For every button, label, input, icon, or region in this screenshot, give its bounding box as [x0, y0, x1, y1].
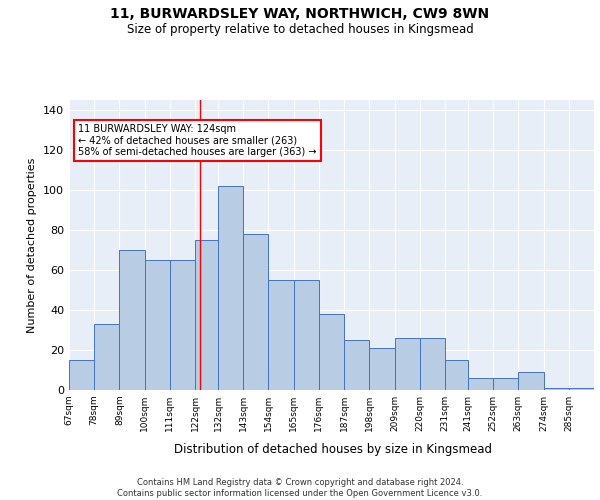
Text: 11 BURWARDSLEY WAY: 124sqm
← 42% of detached houses are smaller (263)
58% of sem: 11 BURWARDSLEY WAY: 124sqm ← 42% of deta…	[78, 124, 317, 157]
Bar	[145, 260, 170, 390]
Text: 11, BURWARDSLEY WAY, NORTHWICH, CW9 8WN: 11, BURWARDSLEY WAY, NORTHWICH, CW9 8WN	[110, 8, 490, 22]
Bar	[319, 314, 344, 390]
Bar	[445, 360, 468, 390]
Text: Contains HM Land Registry data © Crown copyright and database right 2024.
Contai: Contains HM Land Registry data © Crown c…	[118, 478, 482, 498]
Text: Size of property relative to detached houses in Kingsmead: Size of property relative to detached ho…	[127, 22, 473, 36]
Bar	[395, 338, 420, 390]
Bar	[243, 234, 268, 390]
Bar	[268, 280, 293, 390]
Bar	[493, 378, 518, 390]
Bar	[293, 280, 319, 390]
Bar	[344, 340, 370, 390]
Text: Distribution of detached houses by size in Kingsmead: Distribution of detached houses by size …	[174, 442, 492, 456]
Bar	[119, 250, 145, 390]
Bar	[69, 360, 94, 390]
Bar	[170, 260, 195, 390]
Bar	[569, 388, 594, 390]
Bar	[370, 348, 395, 390]
Bar	[544, 388, 569, 390]
Bar	[518, 372, 544, 390]
Bar	[218, 186, 243, 390]
Bar	[195, 240, 218, 390]
Bar	[468, 378, 493, 390]
Bar	[94, 324, 119, 390]
Bar	[420, 338, 445, 390]
Y-axis label: Number of detached properties: Number of detached properties	[28, 158, 37, 332]
